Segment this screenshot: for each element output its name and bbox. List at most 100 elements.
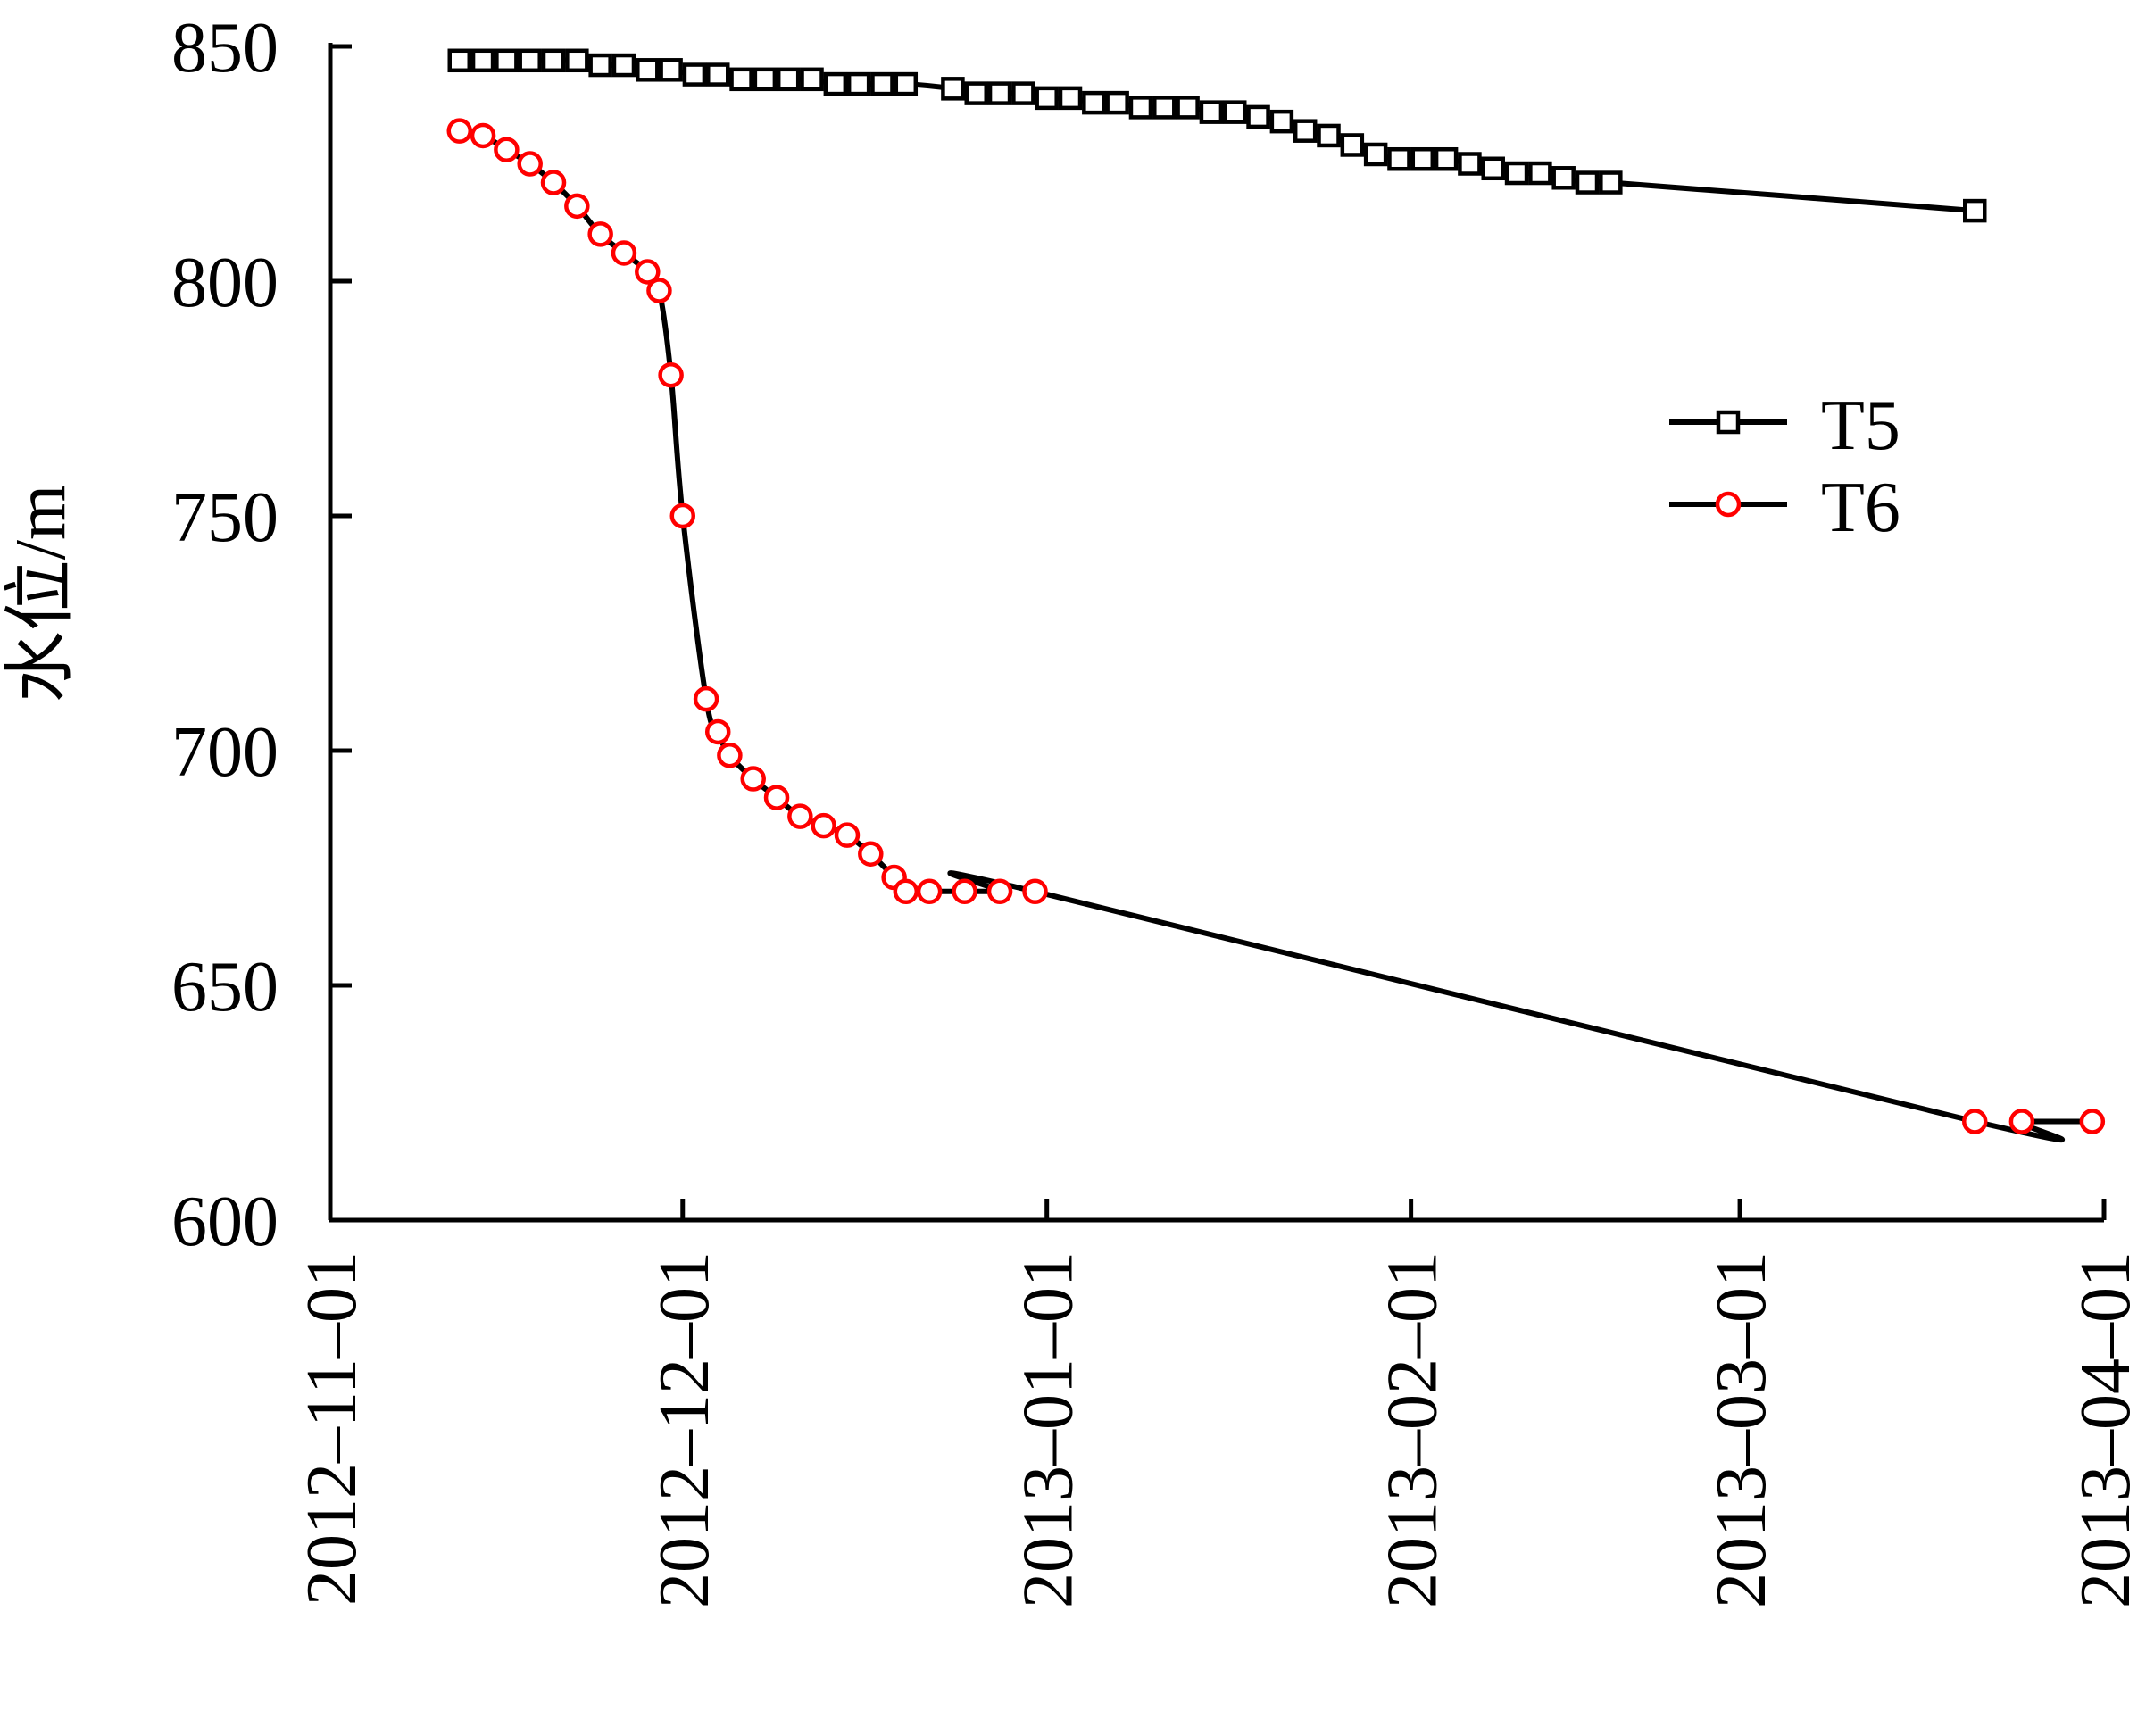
data-point-T6: [693, 685, 719, 712]
data-point-T6: [916, 878, 943, 905]
y-tick-label: 600: [171, 1183, 279, 1261]
data-point-T5: [1152, 96, 1177, 120]
axes: 600 650 700 750 800 850 2012–11–01 2012–12–01 20…: [171, 9, 2145, 1608]
data-point-T5: [1458, 152, 1482, 176]
data-point-T6: [470, 122, 496, 149]
data-point-T6: [811, 812, 836, 839]
series-lines: [459, 57, 2092, 1143]
data-point-T5: [964, 81, 988, 105]
x-tick-label: 2013–03–01: [1702, 1251, 1781, 1608]
data-point-T5: [1199, 100, 1224, 124]
y-tick-label: 700: [171, 713, 279, 792]
data-point-T6: [540, 170, 567, 195]
y-tick-label: 750: [171, 478, 279, 557]
data-point-T5: [636, 58, 660, 82]
data-point-T5: [1222, 100, 1247, 124]
data-point-T5: [588, 53, 612, 78]
data-point-T5: [1410, 146, 1435, 171]
data-point-T6: [717, 743, 743, 768]
data-point-T5: [753, 67, 778, 92]
data-point-T6: [669, 503, 696, 529]
data-point-T6: [494, 137, 520, 162]
data-point-T6: [704, 718, 731, 745]
data-point-T5: [470, 48, 495, 73]
x-tick-label: 2013–01–01: [1010, 1251, 1088, 1608]
data-point-T5: [987, 81, 1012, 105]
x-tick-label: 2013–02–01: [1374, 1251, 1452, 1608]
data-point-T5: [447, 48, 471, 73]
data-point-T6: [986, 878, 1013, 905]
data-point-T6: [763, 785, 790, 810]
data-point-T5: [1035, 86, 1059, 111]
data-point-T5: [1599, 170, 1623, 195]
x-tick-label: 2012–11–01: [293, 1251, 371, 1606]
legend-marker-T6: [1715, 491, 1742, 518]
data-point-T5: [1551, 166, 1576, 190]
series-markers: [446, 48, 2106, 1134]
legend-label-T5: T5: [1821, 386, 1900, 465]
data-point-T5: [1128, 96, 1153, 120]
data-point-T5: [1011, 81, 1035, 105]
legend-label-T6: T6: [1821, 469, 1900, 547]
data-point-T6: [740, 766, 766, 792]
data-point-T5: [870, 71, 894, 96]
data-point-T6: [787, 803, 813, 829]
y-tick-label: 850: [171, 9, 279, 87]
data-point-T6: [2079, 1109, 2106, 1134]
y-tick-label: 650: [171, 948, 279, 1026]
data-point-T5: [565, 48, 589, 73]
data-point-T6: [834, 822, 861, 848]
data-point-T6: [1022, 878, 1048, 905]
data-point-T5: [1246, 104, 1270, 129]
data-point-T5: [1963, 198, 1987, 223]
data-point-T5: [1387, 146, 1411, 171]
data-point-T6: [635, 259, 661, 285]
data-point-T5: [846, 71, 871, 96]
data-point-T6: [2008, 1109, 2035, 1134]
data-point-T5: [823, 71, 848, 96]
data-point-T5: [1082, 90, 1106, 115]
data-point-T6: [858, 841, 884, 867]
data-point-T6: [517, 151, 543, 177]
data-point-T6: [564, 193, 590, 220]
data-point-T5: [705, 62, 730, 87]
data-point-T5: [1176, 96, 1200, 120]
data-point-T5: [1058, 86, 1083, 111]
data-point-T6: [446, 118, 472, 144]
data-point-T5: [1575, 170, 1600, 195]
data-point-T5: [1293, 119, 1318, 143]
series-line-T6: [459, 128, 2092, 1143]
data-point-T5: [800, 67, 824, 92]
data-point-T5: [776, 67, 801, 92]
data-point-T5: [1105, 90, 1129, 115]
legend-marker-T5: [1716, 410, 1741, 435]
data-point-T5: [1434, 146, 1459, 171]
data-point-T5: [682, 62, 707, 87]
data-point-T6: [1962, 1109, 1988, 1134]
data-point-T6: [952, 878, 977, 905]
data-point-T5: [1340, 133, 1365, 157]
data-point-T5: [894, 71, 919, 96]
y-tick-label: 800: [171, 244, 279, 322]
data-point-T6: [893, 878, 919, 905]
data-point-T5: [1317, 123, 1341, 148]
data-point-T5: [495, 48, 519, 73]
data-point-T5: [941, 77, 965, 101]
x-tick-label: 2012–12–01: [645, 1251, 724, 1608]
data-point-T5: [1363, 142, 1388, 167]
data-point-T5: [1269, 109, 1294, 134]
data-point-T5: [1481, 156, 1505, 181]
x-tick-label: 2013–04–01: [2067, 1251, 2145, 1608]
data-point-T5: [541, 48, 566, 73]
data-point-T6: [646, 278, 672, 303]
data-point-T5: [729, 67, 753, 92]
data-point-T5: [518, 48, 542, 73]
data-point-T5: [1504, 161, 1529, 186]
data-point-T5: [1528, 161, 1552, 186]
y-axis-title: 水位/m: [2, 485, 80, 702]
data-point-T5: [611, 53, 636, 78]
data-point-T6: [658, 361, 684, 388]
data-point-T6: [611, 240, 637, 266]
